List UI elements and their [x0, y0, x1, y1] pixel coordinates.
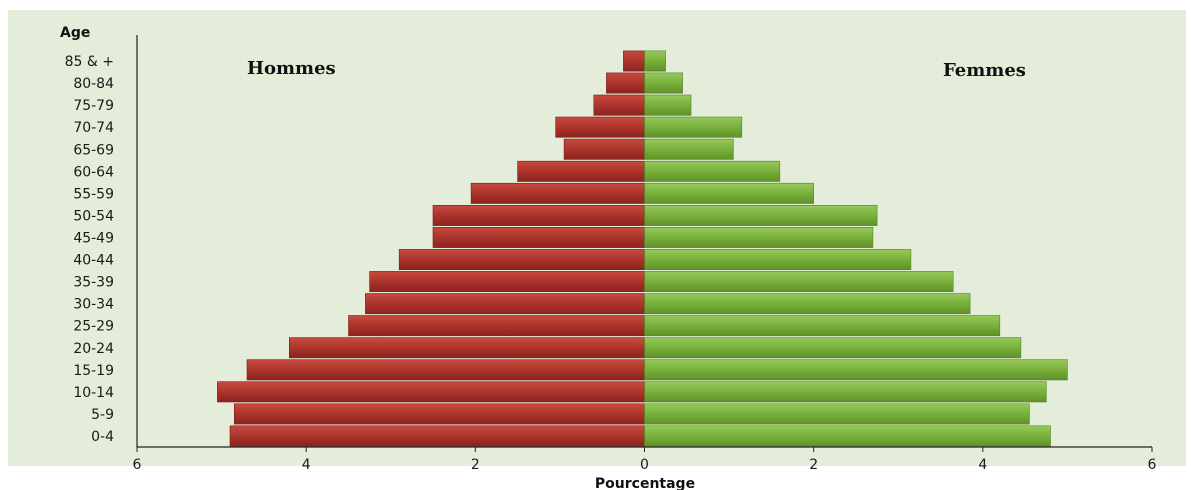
y-tick-label: 5-9 — [91, 407, 114, 423]
bar-hommes-0-4 — [229, 425, 645, 447]
bar-femmes-20-24 — [644, 337, 1022, 359]
y-tick-label: 80-84 — [73, 76, 114, 92]
bar-hommes-65-69 — [563, 138, 645, 160]
x-tick-labels: 6 4 2 0 2 4 6 — [133, 447, 1157, 473]
y-tick-label: 70-74 — [73, 120, 114, 136]
series-label-hommes: Hommes — [247, 58, 336, 79]
y-axis-title: Age — [60, 25, 90, 41]
x-tick-label: 4 — [978, 457, 987, 473]
x-tick-label: 2 — [809, 457, 818, 473]
bar-hommes-35-39 — [369, 271, 645, 292]
series-femmes-bars — [644, 50, 1068, 447]
y-tick-label: 45-49 — [73, 231, 114, 247]
bar-femmes-65-69 — [644, 138, 734, 160]
y-tick-labels: 0-4 5-9 10-14 15-19 20-24 25-29 30-34 35-39 40-4… — [65, 54, 114, 445]
bar-femmes-5-9 — [644, 403, 1030, 425]
bar-femmes-85- — [644, 50, 666, 72]
bar-hommes-60-64 — [517, 160, 645, 182]
x-tick-label: 4 — [302, 457, 311, 473]
x-tick-label: 0 — [640, 457, 649, 473]
x-axis-title: Pourcentage — [595, 476, 695, 490]
bar-hommes-25-29 — [348, 315, 645, 337]
bar-femmes-50-54 — [644, 205, 878, 226]
bar-hommes-85- — [623, 50, 645, 72]
bar-hommes-15-19 — [246, 359, 645, 381]
y-tick-label: 50-54 — [73, 208, 114, 224]
bar-hommes-10-14 — [217, 381, 645, 403]
bar-femmes-25-29 — [644, 315, 1001, 337]
y-tick-label: 35-39 — [73, 275, 114, 291]
y-tick-label: 30-34 — [73, 297, 114, 313]
bar-hommes-30-34 — [365, 293, 645, 315]
y-tick-label: 75-79 — [73, 98, 114, 114]
bar-femmes-10-14 — [644, 381, 1047, 403]
bar-femmes-15-19 — [644, 359, 1068, 381]
x-tick-label: 6 — [133, 457, 142, 473]
y-tick-label: 15-19 — [73, 363, 114, 379]
y-tick-label: 65-69 — [73, 142, 114, 158]
bar-femmes-35-39 — [644, 271, 954, 292]
series-label-femmes: Femmes — [943, 60, 1026, 81]
bar-femmes-60-64 — [644, 160, 781, 182]
bar-hommes-20-24 — [288, 337, 645, 359]
bar-femmes-0-4 — [644, 425, 1051, 447]
bar-hommes-70-74 — [555, 116, 645, 138]
x-tick-label: 6 — [1148, 457, 1157, 473]
bar-hommes-40-44 — [398, 249, 645, 270]
bar-femmes-80-84 — [644, 72, 683, 94]
bar-hommes-80-84 — [606, 72, 645, 94]
series-hommes-bars — [217, 50, 645, 447]
bar-hommes-45-49 — [432, 227, 645, 248]
bar-hommes-75-79 — [593, 94, 645, 116]
bar-hommes-5-9 — [234, 403, 645, 425]
x-tick-label: 2 — [471, 457, 480, 473]
bar-femmes-70-74 — [644, 116, 743, 138]
y-tick-label: 55-59 — [73, 186, 114, 202]
bar-femmes-55-59 — [644, 182, 814, 204]
bar-femmes-75-79 — [644, 94, 692, 116]
bar-femmes-40-44 — [644, 249, 912, 270]
y-tick-label: 25-29 — [73, 319, 114, 335]
bar-femmes-45-49 — [644, 227, 874, 248]
y-tick-label: 60-64 — [73, 164, 114, 180]
y-tick-label: 20-24 — [73, 341, 114, 357]
y-tick-label: 40-44 — [73, 253, 114, 269]
y-tick-label: 10-14 — [73, 385, 114, 401]
bar-hommes-55-59 — [470, 182, 645, 204]
bar-hommes-50-54 — [432, 205, 645, 226]
y-tick-label: 0-4 — [91, 429, 114, 445]
y-tick-label: 85 & + — [65, 54, 114, 70]
bar-femmes-30-34 — [644, 293, 971, 315]
